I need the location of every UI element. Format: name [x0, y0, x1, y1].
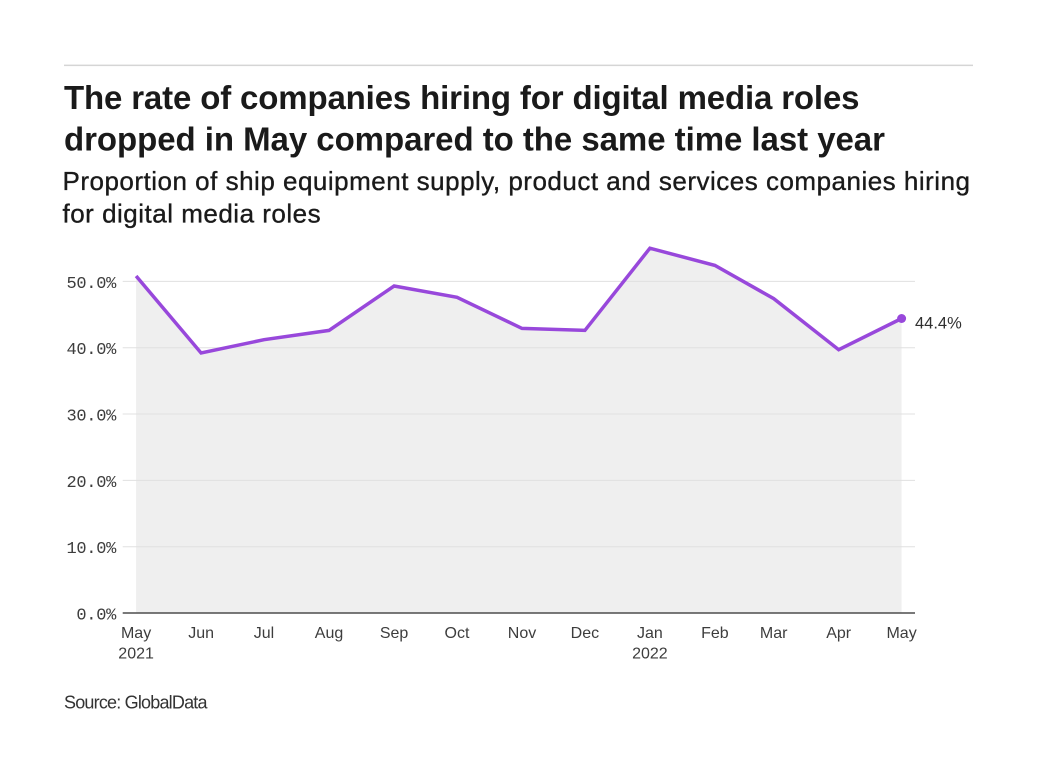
svg-text:Feb: Feb: [701, 625, 729, 642]
svg-text:2021: 2021: [118, 645, 154, 662]
svg-text:44.4%: 44.4%: [915, 314, 962, 332]
svg-text:Jan: Jan: [637, 625, 663, 642]
svg-text:50.0%: 50.0%: [66, 275, 117, 294]
svg-text:Nov: Nov: [508, 625, 536, 642]
svg-text:Jun: Jun: [188, 625, 214, 642]
svg-text:Proportion of ship equipment s: Proportion of ship equipment supply, pro…: [63, 166, 971, 196]
svg-text:40.0%: 40.0%: [66, 341, 117, 360]
svg-text:30.0%: 30.0%: [66, 408, 117, 427]
svg-text:for digital media roles: for digital media roles: [63, 199, 322, 229]
svg-text:dropped in May compared to the: dropped in May compared to the same time…: [64, 120, 885, 157]
svg-text:The rate of companies hiring f: The rate of companies hiring for digital…: [64, 79, 859, 116]
svg-text:20.0%: 20.0%: [66, 474, 117, 493]
svg-text:Source: GlobalData: Source: GlobalData: [64, 692, 208, 712]
svg-text:10.0%: 10.0%: [66, 540, 117, 559]
svg-text:0.0%: 0.0%: [76, 607, 117, 626]
svg-text:Jul: Jul: [254, 625, 274, 642]
svg-text:Mar: Mar: [760, 625, 788, 642]
svg-text:May: May: [886, 625, 916, 642]
svg-text:2022: 2022: [632, 645, 668, 662]
svg-text:Oct: Oct: [445, 625, 470, 642]
svg-text:Sep: Sep: [380, 625, 409, 642]
svg-text:Aug: Aug: [315, 625, 343, 642]
svg-text:Dec: Dec: [571, 625, 599, 642]
svg-text:May: May: [121, 625, 151, 642]
svg-text:Apr: Apr: [826, 625, 852, 642]
